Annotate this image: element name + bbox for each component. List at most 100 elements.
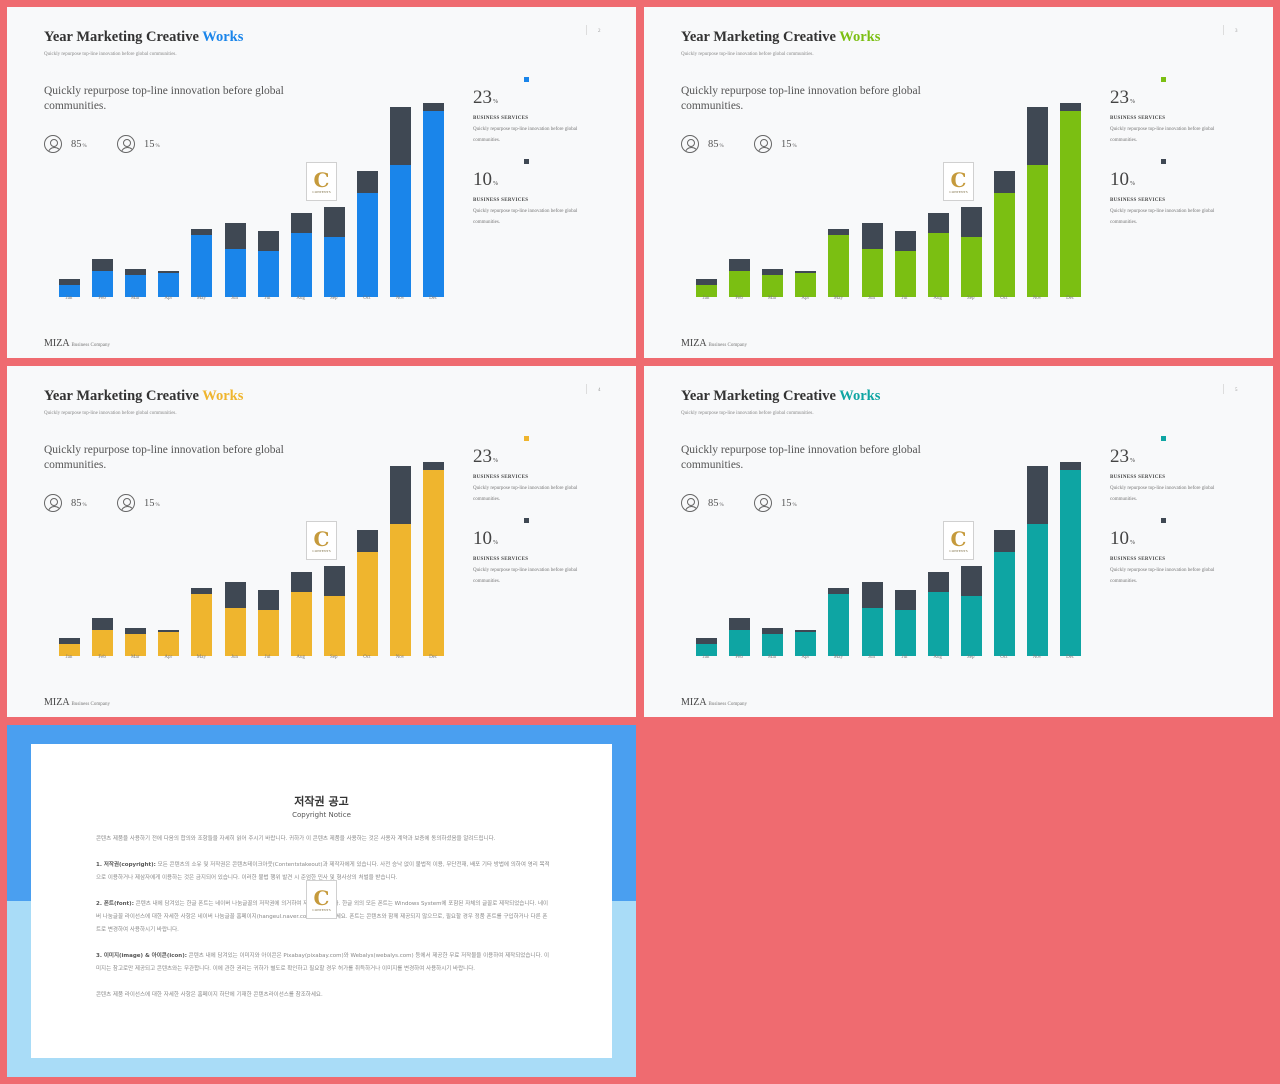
bar-segment-dark xyxy=(795,630,817,632)
x-tick-label: Oct xyxy=(363,655,371,660)
x-tick-label: May xyxy=(833,655,843,660)
bar-segment-dark xyxy=(390,466,411,524)
kpi-text: Quickly repurpose top-line innovation be… xyxy=(1110,486,1215,502)
kpi-10: 10% BUSINESS SERVICES Quickly repurpose … xyxy=(473,159,593,228)
page-divider xyxy=(1223,25,1224,35)
legend-square-dark xyxy=(524,159,529,164)
stat-value: 15 xyxy=(144,497,155,509)
copyright-subtitle: Copyright Notice xyxy=(292,811,351,819)
bar-segment-dark xyxy=(696,638,717,644)
bar-segment-dark xyxy=(224,582,246,608)
bar-segment-dark xyxy=(729,618,751,630)
bar-segment-dark xyxy=(1060,462,1082,470)
bar-mar xyxy=(125,628,147,656)
stat-unit: % xyxy=(155,143,160,149)
legend-square-accent xyxy=(524,77,529,82)
bar-segment-accent xyxy=(828,235,850,297)
x-tick-label: Jan xyxy=(65,296,73,301)
bar-jan xyxy=(59,279,80,297)
bar-segment-accent xyxy=(390,524,411,656)
bar-segment-accent xyxy=(158,632,180,656)
x-tick-label: Jan xyxy=(65,655,73,660)
x-tick-label: Jun xyxy=(868,296,875,301)
x-tick-label: Oct xyxy=(1000,296,1008,301)
bar-apr xyxy=(158,271,180,297)
stacked-bar-chart: Jan Feb Mar Apr May Jun Jul Aug Sep Oct Nov Dec xyxy=(681,85,1089,305)
kpi-10: 10% BUSINESS SERVICES Quickly repurpose … xyxy=(1110,159,1230,228)
bar-segment-accent xyxy=(323,596,345,656)
stacked-bar-chart: Jan Feb Mar Apr May Jun Jul Aug Sep Oct Nov Dec xyxy=(44,85,452,305)
bar-segment-accent xyxy=(1027,165,1048,297)
bar-jan xyxy=(59,638,80,656)
legend-square-accent xyxy=(524,436,529,441)
bar-jan xyxy=(696,638,717,656)
watermark-logo: C CONTENTS xyxy=(943,521,974,560)
bar-segment-accent xyxy=(894,251,916,297)
kpi-value: 10 xyxy=(473,169,492,190)
bar-segment-accent xyxy=(59,644,80,656)
person-icon xyxy=(754,135,772,153)
slide-subtitle: Quickly repurpose top-line innovation be… xyxy=(44,52,177,57)
stacked-bar-chart: Jan Feb Mar Apr May Jun Jul Aug Sep Oct Nov Dec xyxy=(44,444,452,664)
bar-segment-dark xyxy=(125,628,147,634)
kpi-heading: BUSINESS SERVICES xyxy=(473,557,529,562)
stat-unit: % xyxy=(719,502,724,508)
bar-segment-accent xyxy=(927,233,949,297)
x-tick-label: Sep xyxy=(330,296,338,301)
bar-segment-accent xyxy=(828,594,850,656)
kpi-heading: BUSINESS SERVICES xyxy=(1110,557,1166,562)
x-tick-label: Jul xyxy=(901,655,908,660)
bar-sep xyxy=(960,566,982,656)
stat-unit: % xyxy=(155,502,160,508)
x-tick-label: Dec xyxy=(1066,296,1075,301)
bar-mar xyxy=(125,269,147,297)
slide-2: Year Marketing Creative Works Quickly re… xyxy=(7,7,636,358)
x-tick-label: Feb xyxy=(735,655,743,660)
bar-segment-dark xyxy=(224,223,246,249)
kpi-23: 23% BUSINESS SERVICES Quickly repurpose … xyxy=(1110,77,1230,146)
stat-unit: % xyxy=(719,143,724,149)
bar-dec xyxy=(423,462,445,656)
x-tick-label: Aug xyxy=(933,655,942,660)
x-tick-label: Sep xyxy=(330,655,338,660)
x-tick-label: Apr xyxy=(801,655,810,660)
legend-square-accent xyxy=(1161,436,1166,441)
x-tick-label: Nov xyxy=(1032,296,1042,301)
slide-4: Year Marketing Creative Works Quickly re… xyxy=(7,366,636,717)
bar-segment-dark xyxy=(993,530,1015,552)
kpi-23: 23% BUSINESS SERVICES Quickly repurpose … xyxy=(473,77,593,146)
stat-15: 15% xyxy=(754,494,797,512)
stat-unit: % xyxy=(82,502,87,508)
x-tick-label: Apr xyxy=(164,296,173,301)
x-tick-label: Jan xyxy=(702,296,710,301)
x-tick-label: Jan xyxy=(702,655,710,660)
bar-jun xyxy=(861,223,883,297)
bar-segment-accent xyxy=(960,596,982,656)
kpi-23: 23% BUSINESS SERVICES Quickly repurpose … xyxy=(1110,436,1230,505)
lead-text: Quickly repurpose top-line innovation be… xyxy=(44,85,284,112)
bar-nov xyxy=(1027,466,1048,656)
legend-square-accent xyxy=(1161,77,1166,82)
bar-segment-dark xyxy=(1027,107,1048,165)
bar-oct xyxy=(993,530,1015,656)
kpi-unit: % xyxy=(1130,181,1135,187)
lead-text: Quickly repurpose top-line innovation be… xyxy=(681,85,921,112)
bar-segment-dark xyxy=(795,271,817,273)
bar-segment-accent xyxy=(59,285,80,297)
kpi-text: Quickly repurpose top-line innovation be… xyxy=(473,127,578,143)
kpi-unit: % xyxy=(1130,99,1135,105)
x-tick-label: Aug xyxy=(296,655,305,660)
page-number: 2 xyxy=(598,29,601,34)
bar-segment-accent xyxy=(423,111,445,297)
bar-segment-dark xyxy=(356,530,378,552)
stat-value: 15 xyxy=(144,138,155,150)
bar-segment-dark xyxy=(762,628,784,634)
x-tick-label: Nov xyxy=(395,296,405,301)
kpi-value: 23 xyxy=(473,87,492,108)
bar-segment-accent xyxy=(92,271,114,297)
x-tick-label: Jun xyxy=(868,655,875,660)
bar-segment-accent xyxy=(191,594,213,656)
slide-title: Year Marketing Creative Works xyxy=(44,29,244,45)
kpi-unit: % xyxy=(493,181,498,187)
bar-segment-accent xyxy=(762,275,784,297)
